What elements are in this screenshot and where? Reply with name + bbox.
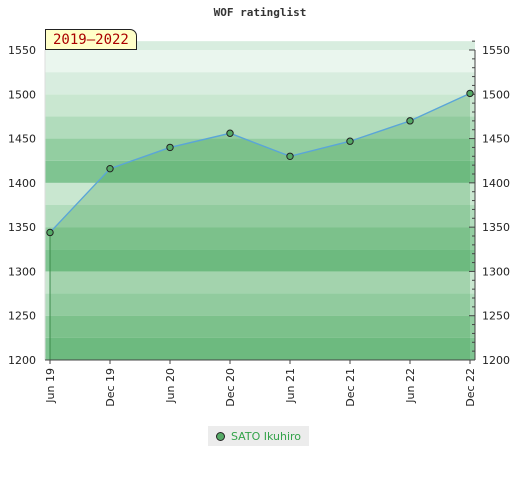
data-point [106,164,114,173]
y-tick-label-left: 1450 [8,133,36,146]
series-line [49,92,471,233]
chart-title: WOF ratinglist [213,6,307,19]
legend-label: SATO Ikuhiro [231,429,302,443]
x-tick-label: Jun 19 [44,368,57,404]
band [45,72,475,95]
y-tick-label-left: 1400 [8,177,36,190]
y-tick-label-right: 1550 [482,44,510,57]
data-point [346,137,354,145]
y-tick-label-right: 1200 [482,354,510,367]
band [45,182,475,205]
band [45,205,475,228]
band [45,227,475,250]
y-tick-label-right: 1300 [482,265,510,278]
series-markers [46,89,474,237]
y-tick-label-right: 1250 [482,310,510,323]
area-fill [50,93,470,361]
tick-labels: 1200 1200 1250 1250 1300 1300 1350 1350 1400 1400… [8,44,510,407]
legend-marker-icon [216,431,225,441]
x-tick-label: Dec 20 [224,368,237,407]
series-area [49,92,471,361]
x-tick-label: Jun 21 [284,368,297,404]
y-tick-label-left: 1500 [8,88,36,101]
y-tick-label-left: 1250 [8,310,36,323]
band [45,41,475,50]
date-range-badge: 2019–2022 [45,29,137,50]
background-bands [45,41,475,360]
band [45,116,475,139]
y-tick-label-right: 1450 [482,133,510,146]
legend[interactable]: SATO Ikuhiro [208,426,310,446]
band [45,249,475,272]
y-tick-label-left: 1300 [8,265,36,278]
band [45,315,475,338]
y-tick-label-left: 1550 [8,44,36,57]
y-tick-label-left: 1350 [8,221,36,234]
band [45,160,475,183]
x-tick-label: Jun 20 [164,368,177,404]
band [45,138,475,161]
x-tick-label: Dec 22 [464,368,477,407]
x-tick-label: Dec 21 [344,368,357,407]
axes [44,40,476,364]
band [45,293,475,316]
x-tick-label: Jun 22 [404,368,417,404]
band [45,337,475,360]
data-point [406,117,414,125]
y-tick-label-right: 1400 [482,177,510,190]
data-point [166,143,174,152]
band [45,271,475,294]
band [45,94,475,117]
x-tick-label: Dec 19 [104,368,117,407]
band [45,50,475,73]
data-point [286,152,294,160]
y-tick-label-right: 1500 [482,88,510,101]
y-tick-label-right: 1350 [482,221,510,234]
data-point [466,89,474,98]
data-point [226,129,234,137]
data-point [46,228,54,237]
y-tick-label-left: 1200 [8,354,36,367]
